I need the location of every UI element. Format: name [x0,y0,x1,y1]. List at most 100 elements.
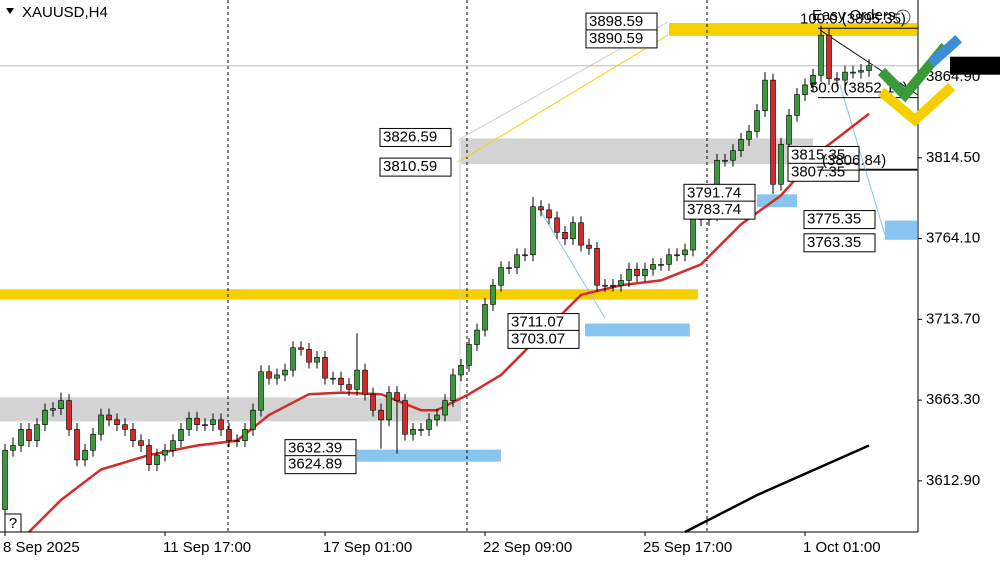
logo-green [877,42,950,103]
candle-body [578,222,584,246]
candle-body [450,374,456,401]
candle-body [418,429,424,431]
zone [585,323,690,337]
candle-body [162,449,168,456]
chart-title: XAUUSD,H4 [22,4,108,21]
candle-body [554,217,560,233]
price-label-box [507,329,580,349]
candle-body [186,417,192,430]
zone [757,194,797,208]
candle-body [778,143,784,185]
candle-body [98,414,104,435]
settings-icon[interactable] [895,9,911,25]
zone [885,220,917,240]
candle-body [746,131,752,140]
price-label-box [585,29,658,49]
price-label-box [379,157,452,177]
candle-body [570,222,576,240]
candle-body [802,84,808,95]
candle-body [34,424,40,441]
candle-body [650,264,656,270]
candle-body [330,377,336,380]
zone [461,138,813,165]
candle-body [322,357,328,379]
candle-body [762,79,768,111]
x-tick-label: 25 Sep 17:00 [643,539,732,556]
candle-body [754,110,760,132]
week-separators [227,0,708,532]
help-button[interactable] [4,513,22,533]
candle-body [386,392,392,421]
candle-body [850,71,856,74]
candle-body [178,429,184,441]
candle-body [490,284,496,305]
connector [457,34,669,163]
y-tick-label: 3713.70 [926,310,980,327]
candle-body [218,419,224,430]
price-label: 3810.59 [383,158,437,175]
axes: 3612.903663.303713.703764.103814.503864.… [3,57,1000,556]
candle-body [586,244,592,249]
candle-body [466,344,472,366]
candle-body [514,254,520,268]
candle-body [618,280,624,286]
help-icon[interactable]: ? [9,515,17,532]
candle-body [146,445,152,465]
price-label-box [379,127,452,147]
price-label: 3815.35 [791,146,845,163]
menu-arrow[interactable] [6,8,14,14]
candle-body [538,206,544,211]
candle-body [42,409,48,425]
y-tick-label: 3814.50 [926,149,980,166]
candle-body [114,419,120,425]
candle-body [730,150,736,161]
candles [2,25,872,529]
candle-body [306,349,312,363]
price-label: 3783.74 [687,201,741,218]
candle-body [138,440,144,446]
candle-body [346,384,352,390]
candle-body [170,440,176,451]
easy-orders: Easy Orders [812,7,895,24]
fib-label: (3806.84) [822,152,886,169]
price-label: 3826.59 [383,128,437,145]
x-tick-label: 8 Sep 2025 [3,539,80,556]
candle-body [858,70,864,73]
price-label: 3807.35 [791,163,845,180]
candle-body [130,429,136,441]
fib-label: 100.0 (3895.35) [800,10,906,27]
candle-body [826,34,832,79]
candle-body [786,115,792,145]
candle-body [506,267,512,269]
logo-yellow [877,82,956,127]
candle-body [90,433,96,451]
candle-body [362,369,368,395]
candle-body [194,417,200,425]
candle-body [266,371,272,379]
candle-body [610,284,616,287]
x-tick-label: 11 Sep 17:00 [163,539,251,556]
candle-body [122,424,128,430]
candle-body [106,414,112,421]
logo-blue [927,34,963,68]
candle-body [866,65,872,71]
candle-body [226,429,232,441]
price-label: 3703.07 [511,330,565,347]
price-label: 3763.35 [807,234,861,251]
candle-body [834,78,840,81]
candle-body [82,449,88,461]
price-label: 3711.07 [511,314,564,331]
zones [0,23,917,462]
price-label: 3775.35 [807,211,861,228]
y-tick-label: 3663.30 [926,391,980,408]
candle-body [26,429,32,441]
candle-body [682,249,688,256]
candle-body [482,304,488,331]
price-label-box [803,210,876,230]
price-label: 3791.74 [687,184,741,201]
candle-body [202,424,208,426]
candle-body [818,34,824,76]
candle-body [810,75,816,86]
